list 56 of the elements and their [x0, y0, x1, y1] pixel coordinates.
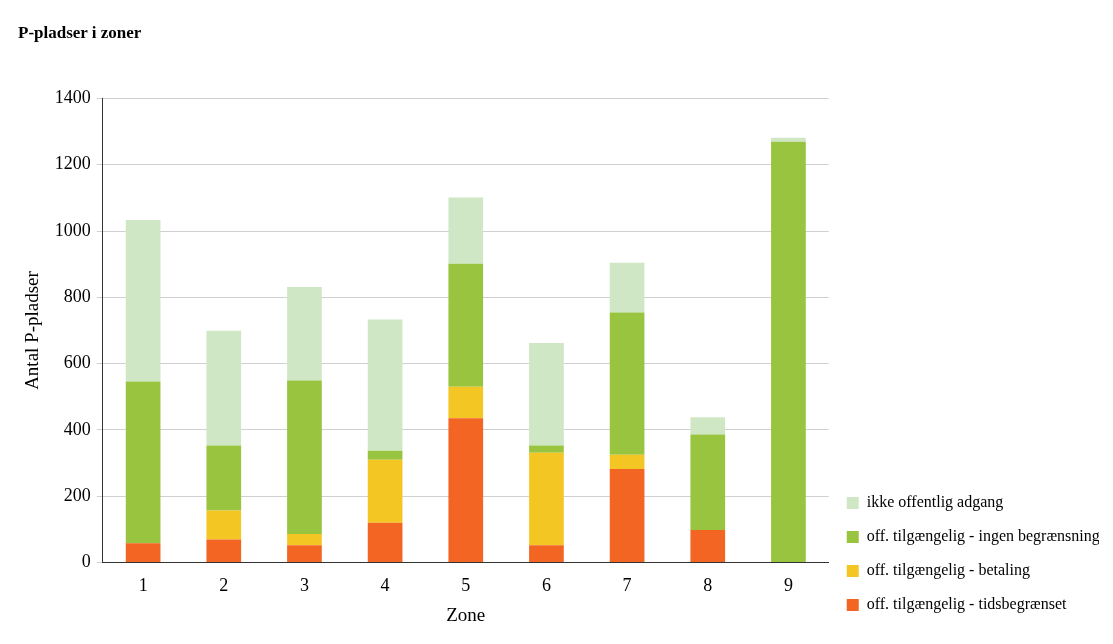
bar	[287, 380, 322, 535]
x-axis-title: Zone	[446, 603, 486, 625]
y-tick-label: 600	[63, 352, 91, 373]
bar	[206, 445, 242, 511]
y-tick-label: 1000	[54, 219, 91, 240]
legend-label: off. tilgængelig - betaling	[866, 561, 1030, 580]
bar	[771, 137, 806, 142]
y-tick-label: 800	[63, 286, 91, 307]
bar	[287, 534, 322, 546]
x-tick-label: 5	[461, 575, 471, 596]
x-tick-label: 4	[380, 575, 390, 596]
bar	[609, 469, 645, 563]
bar	[690, 434, 726, 531]
bar	[690, 530, 726, 563]
y-tick-label: 1200	[54, 153, 91, 174]
y-tick-label: 1400	[54, 87, 91, 108]
bar	[367, 459, 403, 523]
bar	[206, 539, 242, 563]
bar	[609, 312, 645, 455]
bar	[448, 418, 484, 563]
bar	[367, 450, 403, 460]
y-tick-label: 400	[63, 418, 91, 439]
bar	[125, 543, 161, 563]
bar	[771, 141, 806, 563]
x-tick-label: 8	[703, 575, 713, 596]
bar	[609, 262, 645, 313]
y-axis-title: Antal P-pladser	[21, 270, 43, 390]
bar	[529, 545, 564, 563]
x-tick-label: 1	[138, 575, 148, 596]
bar	[206, 330, 242, 446]
bar	[125, 220, 161, 382]
x-tick-label: 7	[622, 575, 632, 596]
bar	[367, 319, 403, 451]
bar	[287, 287, 322, 381]
legend-label: off. tilgængelig - ingen begrænsning	[866, 527, 1100, 546]
bar	[690, 417, 726, 435]
bar	[206, 510, 242, 540]
chart-title: P-pladser i zoner	[18, 22, 142, 42]
legend-label: off. tilgængelig - tidsbegrænset	[866, 595, 1067, 614]
bar	[448, 197, 484, 264]
y-tick-label: 0	[81, 551, 91, 572]
bar	[367, 522, 403, 563]
bar	[287, 545, 322, 563]
bar	[529, 452, 564, 546]
x-tick-label: 6	[541, 575, 551, 596]
bar	[609, 454, 645, 470]
bar	[529, 343, 564, 446]
y-tick-label: 200	[63, 485, 91, 506]
x-tick-label: 2	[219, 575, 229, 596]
bar	[529, 445, 564, 453]
legend-label: ikke offentlig adgang	[866, 493, 1004, 512]
bar	[448, 263, 484, 387]
x-tick-label: 3	[299, 575, 309, 596]
bar	[448, 386, 484, 419]
x-tick-label: 9	[783, 575, 793, 596]
bar	[125, 381, 161, 544]
